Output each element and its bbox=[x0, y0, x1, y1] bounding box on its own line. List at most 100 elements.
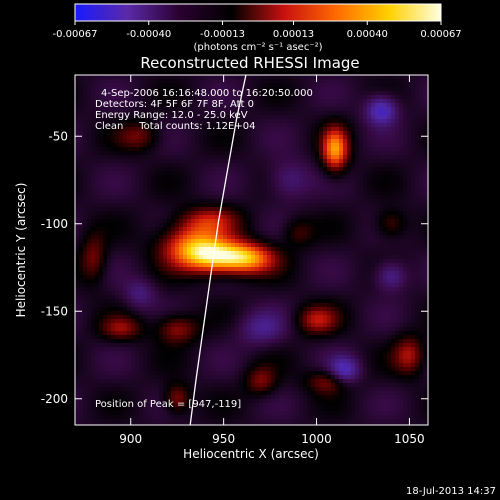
heatmap-cell bbox=[395, 191, 400, 196]
heatmap-cell bbox=[279, 167, 284, 172]
heatmap-cell bbox=[319, 287, 324, 292]
heatmap-cell bbox=[143, 227, 148, 232]
heatmap-cell bbox=[371, 167, 376, 172]
heatmap-cell bbox=[343, 91, 348, 96]
heatmap-cell bbox=[267, 167, 272, 172]
heatmap-cell bbox=[287, 143, 292, 148]
heatmap-cell bbox=[299, 271, 304, 276]
heatmap-cell bbox=[295, 87, 300, 92]
heatmap-cell bbox=[143, 239, 148, 244]
heatmap-cell bbox=[263, 99, 268, 104]
heatmap-cell bbox=[111, 183, 116, 188]
heatmap-cell bbox=[115, 79, 120, 84]
heatmap-cell bbox=[91, 235, 96, 240]
heatmap-cell bbox=[255, 139, 260, 144]
heatmap-cell bbox=[335, 263, 340, 268]
heatmap-cell bbox=[99, 271, 104, 276]
heatmap-cell bbox=[271, 235, 276, 240]
heatmap-cell bbox=[327, 203, 332, 208]
heatmap-cell bbox=[339, 295, 344, 300]
heatmap-cell bbox=[75, 139, 80, 144]
heatmap-cell bbox=[87, 255, 92, 260]
heatmap-cell bbox=[163, 251, 168, 256]
heatmap-cell bbox=[383, 167, 388, 172]
heatmap-cell bbox=[79, 203, 84, 208]
heatmap-cell bbox=[215, 283, 220, 288]
heatmap-cell bbox=[159, 283, 164, 288]
heatmap-cell bbox=[375, 259, 380, 264]
heatmap-cell bbox=[307, 111, 312, 116]
heatmap-cell bbox=[339, 103, 344, 108]
heatmap-cell bbox=[143, 131, 148, 136]
heatmap-cell bbox=[191, 219, 196, 224]
heatmap-cell bbox=[239, 111, 244, 116]
heatmap-cell bbox=[111, 191, 116, 196]
heatmap-cell bbox=[387, 279, 392, 284]
heatmap-cell bbox=[139, 275, 144, 280]
heatmap-cell bbox=[107, 255, 112, 260]
heatmap-cell bbox=[83, 115, 88, 120]
heatmap-cell bbox=[415, 287, 420, 292]
heatmap-cell bbox=[175, 115, 180, 120]
heatmap-cell bbox=[363, 223, 368, 228]
heatmap-cell bbox=[331, 211, 336, 216]
heatmap-cell bbox=[179, 99, 184, 104]
heatmap-cell bbox=[195, 295, 200, 300]
heatmap-cell bbox=[347, 151, 352, 156]
heatmap-cell bbox=[179, 211, 184, 216]
heatmap-cell bbox=[295, 115, 300, 120]
heatmap-cell bbox=[319, 275, 324, 280]
heatmap-cell bbox=[295, 123, 300, 128]
heatmap-cell bbox=[351, 191, 356, 196]
heatmap-cell bbox=[339, 191, 344, 196]
heatmap-cell bbox=[135, 295, 140, 300]
heatmap-cell bbox=[383, 283, 388, 288]
heatmap-cell bbox=[155, 223, 160, 228]
heatmap-cell bbox=[99, 107, 104, 112]
heatmap-cell bbox=[279, 183, 284, 188]
heatmap-cell bbox=[283, 135, 288, 140]
heatmap-cell bbox=[223, 251, 228, 256]
heatmap-cell bbox=[119, 147, 124, 152]
heatmap-cell bbox=[87, 131, 92, 136]
heatmap-cell bbox=[415, 91, 420, 96]
heatmap-cell bbox=[191, 187, 196, 192]
heatmap-cell bbox=[139, 271, 144, 276]
heatmap-cell bbox=[187, 263, 192, 268]
heatmap-cell bbox=[215, 167, 220, 172]
heatmap-cell bbox=[183, 235, 188, 240]
heatmap-cell bbox=[127, 99, 132, 104]
heatmap-cell bbox=[315, 83, 320, 88]
heatmap-cell bbox=[423, 91, 428, 96]
heatmap-cell bbox=[115, 203, 120, 208]
heatmap-cell bbox=[383, 131, 388, 136]
heatmap-cell bbox=[255, 235, 260, 240]
heatmap-cell bbox=[151, 115, 156, 120]
heatmap-cell bbox=[379, 179, 384, 184]
heatmap-cell bbox=[167, 87, 172, 92]
heatmap-cell bbox=[371, 259, 376, 264]
heatmap-cell bbox=[143, 95, 148, 100]
heatmap-cell bbox=[375, 95, 380, 100]
heatmap-cell bbox=[311, 191, 316, 196]
heatmap-cell bbox=[411, 227, 416, 232]
heatmap-cell bbox=[331, 103, 336, 108]
heatmap-cell bbox=[251, 139, 256, 144]
heatmap-cell bbox=[119, 83, 124, 88]
heatmap-cell bbox=[107, 111, 112, 116]
heatmap-cell bbox=[263, 295, 268, 300]
heatmap-cell bbox=[359, 143, 364, 148]
heatmap-cell bbox=[359, 191, 364, 196]
heatmap-cell bbox=[331, 255, 336, 260]
heatmap-cell bbox=[231, 75, 236, 80]
heatmap-cell bbox=[419, 291, 424, 296]
heatmap-cell bbox=[263, 183, 268, 188]
heatmap-cell bbox=[287, 95, 292, 100]
heatmap-cell bbox=[323, 127, 328, 132]
heatmap-cell bbox=[83, 163, 88, 168]
heatmap-cell bbox=[355, 191, 360, 196]
heatmap-cell bbox=[115, 179, 120, 184]
heatmap-cell bbox=[95, 279, 100, 284]
heatmap-cell bbox=[415, 247, 420, 252]
heatmap-cell bbox=[359, 295, 364, 300]
